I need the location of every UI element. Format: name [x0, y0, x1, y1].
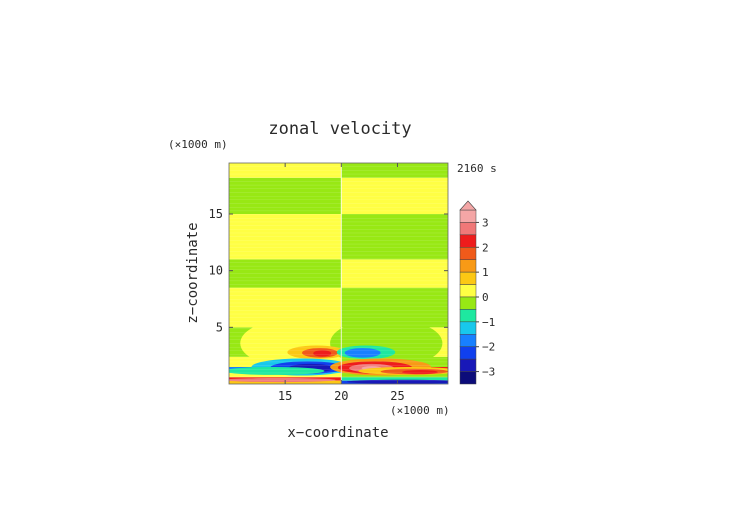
x-axis: 15 20 25 — [278, 163, 405, 403]
x-tick-label: 20 — [334, 389, 348, 403]
colorbar-tick-label: −2 — [482, 341, 495, 354]
x-tick-label: 15 — [278, 389, 292, 403]
y-axis-label: z−coordinate — [185, 222, 201, 323]
contour-band — [341, 377, 448, 381]
contour-region — [229, 367, 325, 375]
colorbar-tick-label: 0 — [482, 291, 489, 304]
colorbar-tick-label: 2 — [482, 241, 489, 254]
y-tick-label: 5 — [216, 320, 223, 334]
colorbar-tick-label: 3 — [482, 216, 489, 229]
colorbar-level — [459, 222, 477, 236]
colorbar-tick-label: −1 — [482, 316, 495, 329]
colorbar-level — [459, 371, 477, 385]
contour-region — [344, 348, 381, 358]
colorbar-level — [459, 296, 477, 310]
contour-band — [341, 214, 448, 260]
contour-band — [229, 177, 342, 214]
colorbar-level — [459, 234, 477, 248]
contour-region — [229, 377, 336, 383]
contour-region — [300, 312, 337, 331]
x-axis-label: x−coordinate — [287, 425, 388, 441]
contour-region — [313, 350, 332, 357]
y-axis: 5 10 15 — [209, 207, 448, 334]
contour-band — [229, 259, 342, 288]
y-tick-label: 15 — [209, 207, 223, 221]
colorbar-extend-triangle — [459, 200, 477, 211]
x-tick-label: 25 — [390, 389, 404, 403]
contour-band — [341, 259, 448, 288]
colorbar-level — [459, 209, 477, 223]
colorbar-level — [459, 358, 477, 372]
colorbar-level — [459, 334, 477, 347]
contour-region — [401, 370, 438, 375]
x-axis-unit: (×1000 m) — [390, 404, 450, 417]
colorbar-level — [459, 284, 477, 298]
colorbar-level — [459, 259, 477, 273]
contour-band — [229, 163, 342, 178]
colorbar-level — [459, 309, 477, 323]
time-label: 2160 s — [457, 162, 497, 175]
colorbar-tick-label: 1 — [482, 266, 489, 279]
contour-band — [341, 177, 448, 214]
colorbar: 3 2 1 0 −1 −2 −3 — [459, 200, 495, 385]
colorbar-level — [459, 346, 477, 360]
contour-band — [341, 163, 448, 178]
y-tick-label: 10 — [209, 264, 223, 278]
chart-title: zonal velocity — [268, 119, 411, 139]
contour-region — [345, 312, 382, 331]
colorbar-tick-label: −3 — [482, 366, 495, 379]
contour-field — [229, 163, 448, 384]
colorbar-level — [459, 271, 477, 285]
plot-frame — [228, 162, 449, 385]
contour-band — [229, 214, 342, 260]
y-axis-unit: (×1000 m) — [168, 138, 228, 151]
colorbar-level — [459, 321, 477, 335]
colorbar-level — [459, 247, 477, 260]
